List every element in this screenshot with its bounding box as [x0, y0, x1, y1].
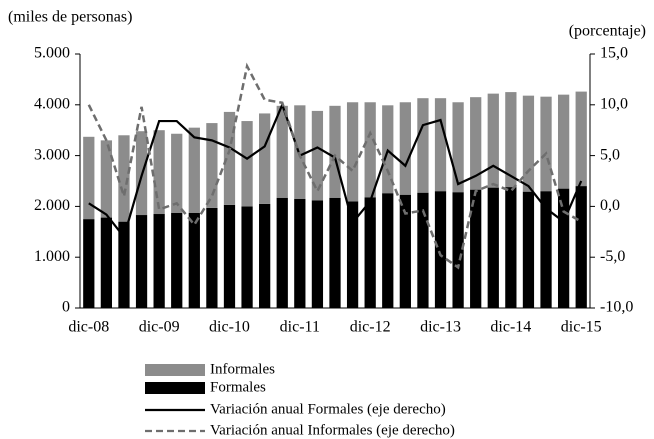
- bar: [118, 135, 130, 222]
- bar: [522, 95, 535, 192]
- bar: [153, 130, 165, 215]
- bar: [276, 197, 288, 308]
- y-tick-label: 0: [62, 299, 70, 316]
- bar: [575, 186, 587, 308]
- y2-tick-label: 15,0: [600, 45, 628, 62]
- bar: [276, 105, 288, 198]
- bar: [557, 94, 570, 189]
- x-tick-label: dic-09: [139, 319, 180, 336]
- bar: [153, 214, 165, 308]
- y-tick-label: 4.000: [34, 95, 70, 112]
- bar: [188, 213, 200, 308]
- legend-label: Informales: [210, 361, 275, 377]
- bar: [118, 221, 130, 308]
- legend-swatch: [145, 364, 205, 376]
- bar: [241, 121, 253, 207]
- bar: [364, 102, 376, 198]
- legend-label: Formales: [210, 379, 266, 395]
- y2-tick-label: 5,0: [600, 146, 620, 163]
- bar: [83, 136, 95, 220]
- line-series: [87, 62, 582, 270]
- legend-label: Variación anual Informales (eje derecho): [210, 422, 455, 438]
- y-tick-label: 2.000: [34, 197, 70, 214]
- bar: [223, 111, 236, 205]
- x-tick-label: dic-12: [350, 319, 391, 336]
- bar: [206, 207, 218, 308]
- bar: [135, 215, 148, 308]
- bar: [417, 192, 429, 308]
- x-tick-label: dic-11: [280, 319, 320, 336]
- bar: [382, 193, 394, 308]
- bar: [241, 206, 253, 308]
- bar: [171, 133, 183, 214]
- bar: [417, 98, 429, 193]
- right-axis-label: (porcentaje): [569, 23, 646, 40]
- bar: [100, 217, 113, 308]
- bar: [329, 105, 341, 198]
- bar: [505, 187, 517, 308]
- bar: [452, 102, 464, 193]
- bar: [434, 98, 447, 192]
- bar: [399, 102, 411, 195]
- bar: [540, 191, 552, 308]
- y2-tick-label: -10,0: [600, 299, 633, 316]
- bar: [294, 198, 306, 308]
- x-tick-label: dic-08: [68, 319, 109, 336]
- y2-tick-label: 0,0: [600, 197, 620, 214]
- left-axis-label: (miles de personas): [8, 9, 132, 26]
- bar: [557, 188, 570, 308]
- bar: [311, 110, 324, 201]
- bar: [329, 197, 341, 308]
- bar: [575, 91, 587, 187]
- bar: [83, 219, 95, 308]
- y-tick-label: 3.000: [34, 146, 70, 163]
- y2-tick-label: 10,0: [600, 95, 628, 112]
- bar: [540, 96, 552, 192]
- bar: [452, 192, 464, 308]
- y-tick-label: 1.000: [34, 248, 70, 265]
- bar: [399, 194, 411, 308]
- bar: [259, 113, 271, 204]
- bar: [311, 200, 324, 308]
- bar: [505, 92, 517, 188]
- x-tick-label: dic-15: [561, 319, 602, 336]
- y2-tick-label: -5,0: [600, 248, 625, 265]
- bar: [364, 197, 376, 308]
- bar: [470, 189, 482, 308]
- bar: [171, 213, 183, 308]
- legend-swatch: [145, 382, 205, 394]
- bar: [434, 191, 447, 308]
- bar: [487, 93, 499, 188]
- bar: [259, 203, 271, 308]
- bar: [522, 191, 535, 308]
- bar: [346, 201, 359, 308]
- y-tick-label: 5.000: [34, 45, 70, 62]
- bar: [223, 204, 236, 308]
- bar: [206, 123, 218, 208]
- legend-label: Variación anual Formales (eje derecho): [210, 401, 446, 417]
- bar: [100, 140, 113, 218]
- x-tick-label: dic-10: [209, 319, 250, 336]
- bar: [487, 187, 499, 308]
- bar: [346, 102, 359, 202]
- bar: [470, 97, 482, 190]
- bar: [188, 127, 200, 214]
- x-tick-label: dic-14: [490, 319, 531, 336]
- x-tick-label: dic-13: [420, 319, 461, 336]
